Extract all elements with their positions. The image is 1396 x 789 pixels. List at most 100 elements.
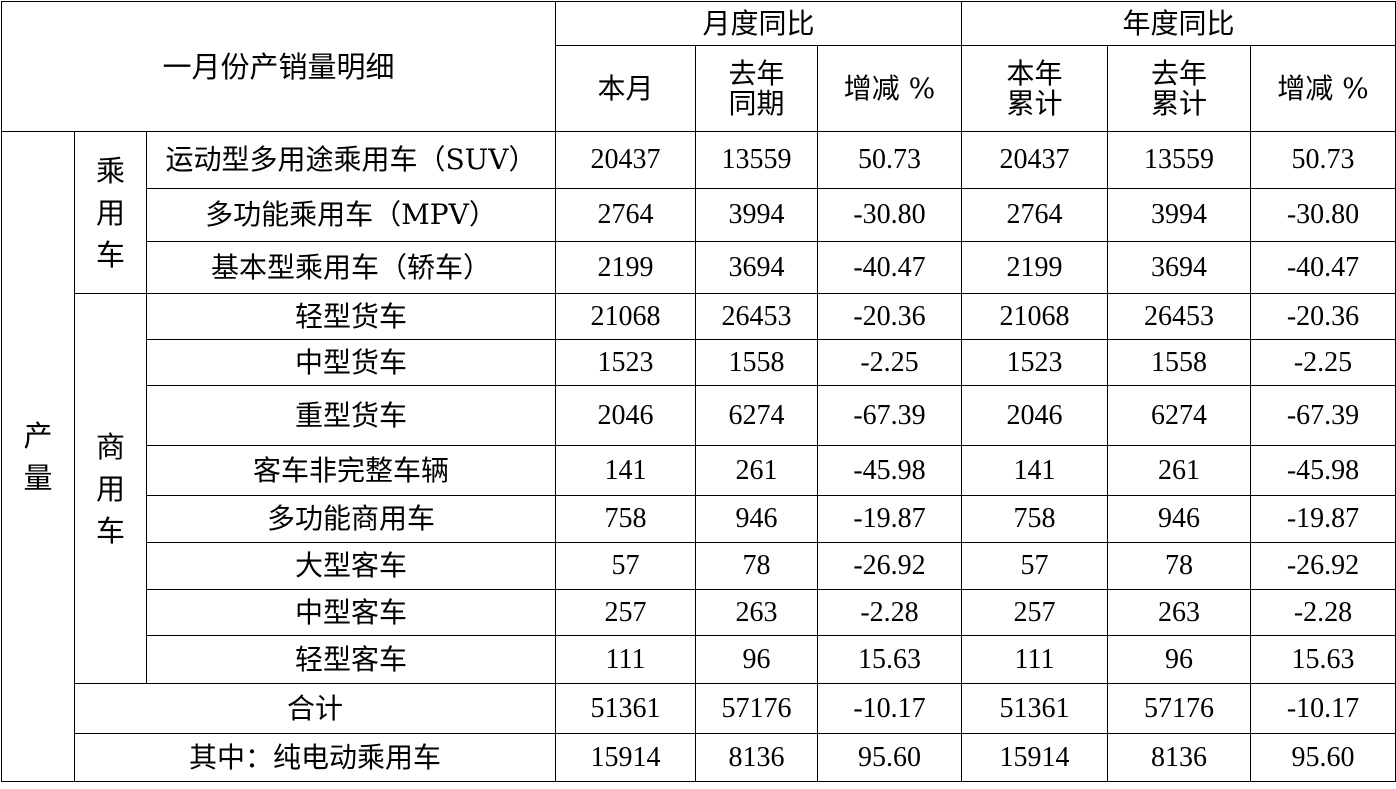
cell-last-year-cumulative: 78 bbox=[1107, 542, 1251, 590]
cell-last-year-same-period: 8136 bbox=[695, 733, 818, 782]
cell-last-year-same-period: 26453 bbox=[695, 293, 818, 340]
cell-this-month: 15914 bbox=[555, 733, 696, 782]
cell-last-year-same-period: 1558 bbox=[695, 339, 818, 386]
cell-this-month: 141 bbox=[555, 445, 696, 496]
cell-last-year-cumulative: 57176 bbox=[1107, 683, 1251, 734]
row-name: 运动型多用途乘用车（SUV） bbox=[146, 131, 556, 189]
cell-this-year-cumulative: 758 bbox=[961, 495, 1108, 543]
row-name: 中型客车 bbox=[146, 589, 556, 636]
cell-change-monthly: 95.60 bbox=[817, 733, 962, 782]
cell-change-monthly: -30.80 bbox=[817, 188, 962, 242]
yearly-comparison-header: 年度同比 bbox=[961, 1, 1396, 46]
cell-last-year-same-period: 3694 bbox=[695, 241, 818, 294]
cell-change-yearly: -10.17 bbox=[1250, 683, 1396, 734]
cell-change-yearly: 50.73 bbox=[1250, 131, 1396, 189]
cell-this-year-cumulative: 141 bbox=[961, 445, 1108, 496]
row-name: 重型货车 bbox=[146, 385, 556, 446]
cell-change-monthly: 50.73 bbox=[817, 131, 962, 189]
cell-last-year-cumulative: 96 bbox=[1107, 635, 1251, 684]
production-label: 产量 bbox=[1, 131, 75, 782]
cell-this-month: 20437 bbox=[555, 131, 696, 189]
col-this-month: 本月 bbox=[555, 45, 696, 132]
row-name: 基本型乘用车（轿车） bbox=[146, 241, 556, 294]
cell-change-monthly: -40.47 bbox=[817, 241, 962, 294]
cell-this-month: 2764 bbox=[555, 188, 696, 242]
commercial-vehicle-label: 商用车 bbox=[74, 293, 147, 684]
cell-this-year-cumulative: 15914 bbox=[961, 733, 1108, 782]
table-title: 一月份产销量明细 bbox=[1, 1, 556, 132]
cell-this-year-cumulative: 51361 bbox=[961, 683, 1108, 734]
cell-change-monthly: -45.98 bbox=[817, 445, 962, 496]
cell-last-year-cumulative: 8136 bbox=[1107, 733, 1251, 782]
cell-last-year-cumulative: 1558 bbox=[1107, 339, 1251, 386]
row-name: 大型客车 bbox=[146, 542, 556, 590]
col-change-pct-monthly: 增减 % bbox=[817, 45, 962, 132]
total-row-name: 合计 bbox=[74, 683, 556, 734]
monthly-comparison-header: 月度同比 bbox=[555, 1, 962, 46]
cell-last-year-same-period: 78 bbox=[695, 542, 818, 590]
cell-this-year-cumulative: 2199 bbox=[961, 241, 1108, 294]
cell-change-monthly: -67.39 bbox=[817, 385, 962, 446]
cell-this-year-cumulative: 57 bbox=[961, 542, 1108, 590]
row-name: 客车非完整车辆 bbox=[146, 445, 556, 496]
row-name: 中型货车 bbox=[146, 339, 556, 386]
cell-this-year-cumulative: 111 bbox=[961, 635, 1108, 684]
cell-this-year-cumulative: 20437 bbox=[961, 131, 1108, 189]
cell-last-year-cumulative: 261 bbox=[1107, 445, 1251, 496]
cell-this-month: 51361 bbox=[555, 683, 696, 734]
cell-change-monthly: -20.36 bbox=[817, 293, 962, 340]
cell-last-year-same-period: 6274 bbox=[695, 385, 818, 446]
col-change-pct-yearly: 增减 % bbox=[1250, 45, 1396, 132]
cell-change-yearly: -2.28 bbox=[1250, 589, 1396, 636]
cell-this-month: 2046 bbox=[555, 385, 696, 446]
cell-last-year-cumulative: 26453 bbox=[1107, 293, 1251, 340]
cell-change-yearly: -30.80 bbox=[1250, 188, 1396, 242]
cell-change-monthly: -10.17 bbox=[817, 683, 962, 734]
cell-last-year-same-period: 13559 bbox=[695, 131, 818, 189]
cell-change-yearly: -45.98 bbox=[1250, 445, 1396, 496]
row-name: 多功能乘用车（MPV） bbox=[146, 188, 556, 242]
cell-last-year-cumulative: 13559 bbox=[1107, 131, 1251, 189]
cell-this-month: 257 bbox=[555, 589, 696, 636]
cell-last-year-same-period: 261 bbox=[695, 445, 818, 496]
cell-last-year-cumulative: 6274 bbox=[1107, 385, 1251, 446]
cell-change-yearly: -26.92 bbox=[1250, 542, 1396, 590]
cell-change-monthly: -19.87 bbox=[817, 495, 962, 543]
cell-this-year-cumulative: 2046 bbox=[961, 385, 1108, 446]
passenger-car-label: 乘用车 bbox=[74, 131, 147, 294]
cell-last-year-same-period: 3994 bbox=[695, 188, 818, 242]
cell-last-year-same-period: 57176 bbox=[695, 683, 818, 734]
cell-change-yearly: 95.60 bbox=[1250, 733, 1396, 782]
row-name: 轻型客车 bbox=[146, 635, 556, 684]
cell-this-month: 1523 bbox=[555, 339, 696, 386]
cell-last-year-same-period: 263 bbox=[695, 589, 818, 636]
cell-change-yearly: -67.39 bbox=[1250, 385, 1396, 446]
cell-last-year-cumulative: 263 bbox=[1107, 589, 1251, 636]
cell-this-year-cumulative: 257 bbox=[961, 589, 1108, 636]
cell-last-year-cumulative: 946 bbox=[1107, 495, 1251, 543]
col-this-year-cumulative: 本年 累计 bbox=[961, 45, 1108, 132]
cell-this-month: 21068 bbox=[555, 293, 696, 340]
cell-this-month: 57 bbox=[555, 542, 696, 590]
cell-change-monthly: -26.92 bbox=[817, 542, 962, 590]
cell-last-year-cumulative: 3994 bbox=[1107, 188, 1251, 242]
cell-last-year-same-period: 96 bbox=[695, 635, 818, 684]
row-name: 多功能商用车 bbox=[146, 495, 556, 543]
col-last-year-same-period: 去年 同期 bbox=[695, 45, 818, 132]
cell-change-yearly: 15.63 bbox=[1250, 635, 1396, 684]
row-name: 轻型货车 bbox=[146, 293, 556, 340]
cell-change-yearly: -40.47 bbox=[1250, 241, 1396, 294]
cell-this-year-cumulative: 1523 bbox=[961, 339, 1108, 386]
cell-last-year-cumulative: 3694 bbox=[1107, 241, 1251, 294]
cell-change-yearly: -19.87 bbox=[1250, 495, 1396, 543]
ev-row-name: 其中：纯电动乘用车 bbox=[74, 733, 556, 782]
cell-this-month: 758 bbox=[555, 495, 696, 543]
cell-change-yearly: -20.36 bbox=[1250, 293, 1396, 340]
cell-change-monthly: 15.63 bbox=[817, 635, 962, 684]
cell-this-month: 2199 bbox=[555, 241, 696, 294]
cell-this-year-cumulative: 21068 bbox=[961, 293, 1108, 340]
cell-change-yearly: -2.25 bbox=[1250, 339, 1396, 386]
cell-change-monthly: -2.25 bbox=[817, 339, 962, 386]
cell-change-monthly: -2.28 bbox=[817, 589, 962, 636]
